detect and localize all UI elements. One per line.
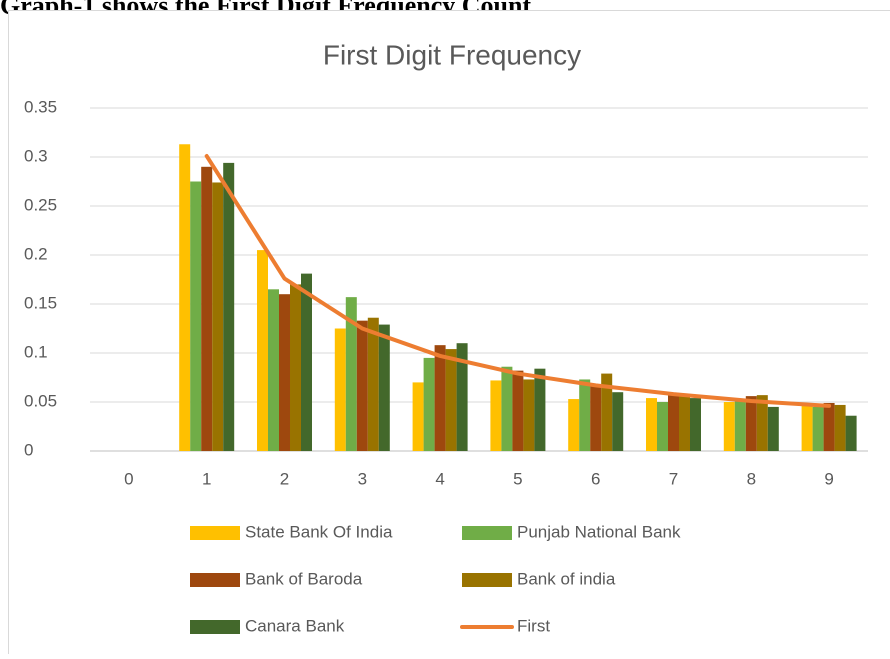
bar (690, 398, 701, 451)
legend-label: Bank of india (517, 569, 616, 588)
bar (724, 402, 735, 451)
bar (612, 392, 623, 451)
x-tick-label: 1 (202, 469, 211, 488)
y-tick-label: 0.15 (24, 293, 57, 312)
bar (512, 371, 523, 451)
bar (846, 416, 857, 451)
bar (379, 325, 390, 451)
legend-swatch (190, 573, 240, 587)
x-tick-label: 7 (669, 469, 678, 488)
bar (257, 250, 268, 451)
bar (646, 398, 657, 451)
bar (435, 345, 446, 451)
bar (534, 369, 545, 451)
bar (368, 318, 379, 451)
bar (768, 407, 779, 451)
y-tick-label: 0.35 (24, 97, 57, 116)
legend-label: First (517, 616, 550, 635)
bar (279, 294, 290, 451)
bar (501, 367, 512, 451)
y-tick-label: 0 (24, 440, 33, 459)
y-tick-label: 0.25 (24, 195, 57, 214)
y-tick-label: 0.05 (24, 391, 57, 410)
legend-swatch (190, 526, 240, 540)
bar (301, 274, 312, 451)
x-tick-label: 8 (747, 469, 756, 488)
bar (668, 394, 679, 451)
x-tick-label: 3 (358, 469, 367, 488)
x-tick-label: 4 (435, 469, 444, 488)
bar (579, 379, 590, 451)
y-tick-label: 0.1 (24, 342, 48, 361)
bar (835, 405, 846, 451)
legend-swatch (462, 526, 512, 540)
x-tick-label: 5 (513, 469, 522, 488)
legend-label: Canara Bank (245, 616, 345, 635)
legend-swatch (190, 620, 240, 634)
bar (446, 349, 457, 451)
legend-swatch (462, 573, 512, 587)
bar (190, 182, 201, 452)
x-tick-label: 0 (124, 469, 133, 488)
bar (813, 407, 824, 451)
x-tick-label: 9 (824, 469, 833, 488)
bar (201, 167, 212, 451)
bar (746, 396, 757, 451)
chart-title: First Digit Frequency (323, 39, 581, 70)
bar (824, 403, 835, 451)
bar (212, 182, 223, 451)
bar (679, 395, 690, 451)
bar (568, 399, 579, 451)
bar (413, 382, 424, 451)
chart-area (9, 11, 890, 655)
bar (335, 329, 346, 452)
bar (590, 384, 601, 451)
y-tick-label: 0.2 (24, 244, 48, 263)
x-tick-label: 2 (280, 469, 289, 488)
bar (223, 163, 234, 451)
y-tick-label: 0.3 (24, 146, 48, 165)
legend-label: State Bank Of India (245, 522, 393, 541)
bar (735, 400, 746, 451)
bar (657, 402, 668, 451)
bar (523, 379, 534, 451)
x-tick-label: 6 (591, 469, 600, 488)
bar (424, 358, 435, 451)
legend-label: Bank of Baroda (245, 569, 363, 588)
bar (490, 380, 501, 451)
bar (802, 406, 813, 451)
bar (268, 289, 279, 451)
bar (290, 284, 301, 451)
legend-label: Punjab National Bank (517, 522, 681, 541)
bar (179, 144, 190, 451)
bar (357, 321, 368, 451)
